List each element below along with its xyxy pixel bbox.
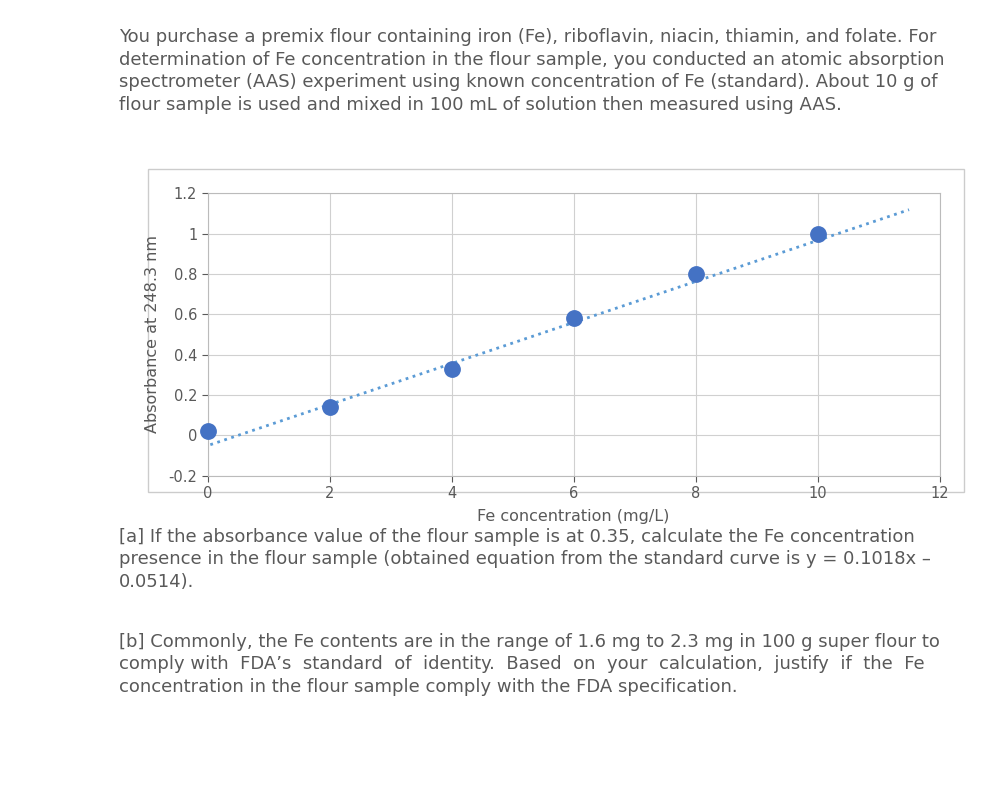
X-axis label: Fe concentration (mg/L): Fe concentration (mg/L) xyxy=(478,509,670,524)
Text: presence in the flour sample (obtained equation from the standard curve is y = 0: presence in the flour sample (obtained e… xyxy=(119,550,931,568)
Text: You purchase a premix flour containing iron (Fe), riboflavin, niacin, thiamin, a: You purchase a premix flour containing i… xyxy=(119,28,937,46)
Point xyxy=(687,268,703,280)
Text: spectrometer (AAS) experiment using known concentration of Fe (standard). About : spectrometer (AAS) experiment using know… xyxy=(119,73,938,91)
Y-axis label: Absorbance at 248.3 nm: Absorbance at 248.3 nm xyxy=(145,235,160,434)
Point xyxy=(321,401,337,413)
Point xyxy=(200,425,216,438)
Point xyxy=(444,362,460,375)
Text: [a] If the absorbance value of the flour sample is at 0.35, calculate the Fe con: [a] If the absorbance value of the flour… xyxy=(119,528,915,546)
Text: determination of Fe concentration in the flour sample, you conducted an atomic a: determination of Fe concentration in the… xyxy=(119,51,944,69)
Text: concentration in the flour sample comply with the FDA specification.: concentration in the flour sample comply… xyxy=(119,678,738,696)
Text: 0.0514).: 0.0514). xyxy=(119,573,194,591)
Text: flour sample is used and mixed in 100 mL of solution then measured using AAS.: flour sample is used and mixed in 100 mL… xyxy=(119,96,842,114)
Text: [b] Commonly, the Fe contents are in the range of 1.6 mg to 2.3 mg in 100 g supe: [b] Commonly, the Fe contents are in the… xyxy=(119,633,940,650)
Point xyxy=(810,227,826,240)
Point xyxy=(566,312,582,325)
Text: comply with  FDA’s  standard  of  identity.  Based  on  your  calculation,  just: comply with FDA’s standard of identity. … xyxy=(119,655,925,673)
